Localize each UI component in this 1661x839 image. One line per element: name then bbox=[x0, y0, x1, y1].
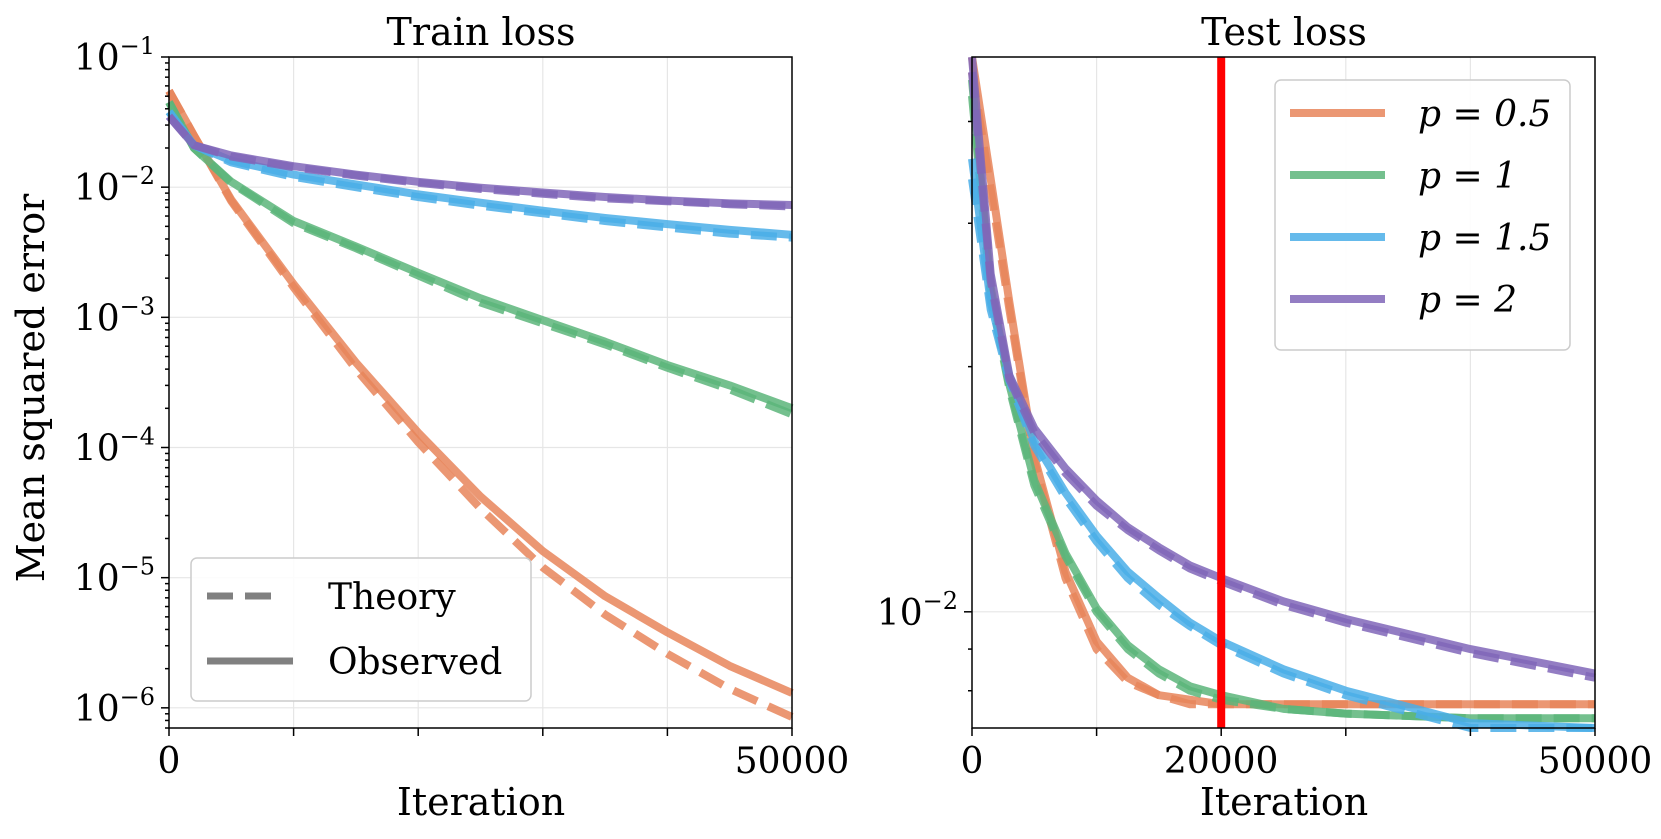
test-loss-series bbox=[968, 56, 1596, 732]
train-series-p-2-solid bbox=[165, 113, 793, 209]
test-loss-legend: p = 0.5 p = 1 p = 1.5 p = 2 bbox=[1274, 79, 1571, 351]
legend-label-p-2: p = 2 bbox=[1418, 280, 1517, 321]
train-series-p-1-dashed bbox=[165, 100, 794, 419]
test-series-p-2-dashed bbox=[968, 71, 1596, 682]
train-xtick-label: 50000 bbox=[735, 741, 850, 782]
test-xtick-label: 0 bbox=[961, 741, 984, 782]
legend-label-p-1: p = 1 bbox=[1418, 156, 1517, 197]
legend-label-p-1-5: p = 1.5 bbox=[1418, 218, 1551, 259]
test-loss-axes-frame bbox=[971, 56, 1596, 729]
train-loss-title: Train loss bbox=[387, 10, 576, 54]
train-loss-panel: Train loss Mean squared error Iteration … bbox=[9, 10, 849, 824]
test-series-p-1-5-dashed bbox=[968, 178, 1595, 732]
train-loss-legend-box bbox=[190, 557, 532, 702]
test-xtick-label: 50000 bbox=[1538, 741, 1653, 782]
train-series-p-0-5-solid bbox=[165, 88, 794, 697]
train-ytick-label: 10−6 bbox=[74, 683, 155, 730]
test-loss-panel: Test loss Iteration 0 20000 50000 10−2 p = … bbox=[877, 10, 1652, 824]
train-loss-axes-frame bbox=[168, 56, 793, 729]
train-ytick-label: 10−2 bbox=[74, 162, 155, 209]
test-loss-xlabel: Iteration bbox=[1200, 780, 1368, 824]
test-loss-legend-box bbox=[1274, 79, 1571, 351]
train-ytick-label: 10−1 bbox=[74, 32, 155, 79]
train-xtick-label: 0 bbox=[158, 741, 181, 782]
train-ytick-label: 10−5 bbox=[74, 553, 155, 600]
test-series-p-0-5-dashed bbox=[968, 71, 1595, 709]
legend-label-p-0-5: p = 0.5 bbox=[1418, 94, 1551, 135]
test-loss-title: Test loss bbox=[1201, 10, 1367, 54]
test-series-p-1-dashed bbox=[968, 95, 1595, 723]
train-series-p-1-5-dashed bbox=[165, 109, 793, 242]
legend-theory-label: Theory bbox=[328, 577, 456, 618]
train-ytick-label: 10−3 bbox=[74, 292, 155, 339]
train-loss-ylabel: Mean squared error bbox=[9, 193, 53, 582]
test-loss-ticks: 0 20000 50000 10−2 bbox=[877, 120, 1653, 782]
train-series-p-1-solid bbox=[165, 100, 794, 413]
train-loss-xlabel: Iteration bbox=[397, 780, 565, 824]
train-series-p-0-5-dashed bbox=[165, 88, 794, 721]
train-loss-ticks: 0 50000 10−6 10−5 10−4 10−3 10−2 10−1 bbox=[74, 32, 849, 782]
train-loss-series bbox=[165, 88, 794, 721]
legend-observed-label: Observed bbox=[328, 642, 502, 683]
train-loss-legend: Theory Observed bbox=[190, 557, 532, 702]
train-ytick-label: 10−4 bbox=[74, 423, 155, 470]
test-ytick-label: 10−2 bbox=[877, 587, 958, 634]
test-xtick-label: 20000 bbox=[1164, 741, 1279, 782]
